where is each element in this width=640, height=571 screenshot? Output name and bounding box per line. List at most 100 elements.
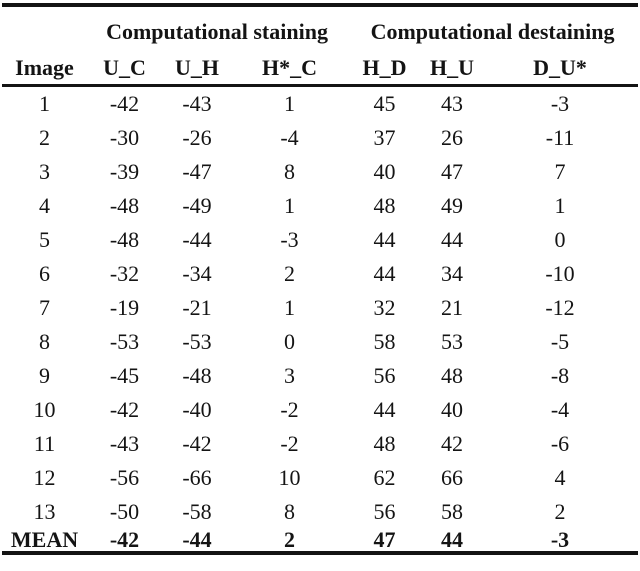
cell: 44 xyxy=(441,227,464,252)
cell: -42 xyxy=(182,431,212,456)
cell: -21 xyxy=(182,295,212,320)
cell: -30 xyxy=(109,125,140,150)
column-header-u-h: U_H xyxy=(162,52,232,87)
cell: -4 xyxy=(550,397,570,422)
cell: -48 xyxy=(109,193,140,218)
cell: -43 xyxy=(109,431,140,456)
cell: 4 xyxy=(554,465,566,490)
cell: -39 xyxy=(109,159,140,184)
row-image-label: 7 xyxy=(39,295,50,320)
table-row: 12 -56 -66 10 62 66 4 xyxy=(2,461,638,495)
table-row: 1 -42 -43 1 45 43 -3 xyxy=(2,86,638,122)
cell: 26 xyxy=(441,125,464,150)
cell: 58 xyxy=(373,329,396,354)
row-image-label: 5 xyxy=(39,227,50,252)
results-table: Computational staining Computational des… xyxy=(2,3,639,555)
cell: 0 xyxy=(554,227,566,252)
cell: 66 xyxy=(441,465,464,490)
row-image-label: 2 xyxy=(39,125,50,150)
cell: -47 xyxy=(182,159,212,184)
cell: -56 xyxy=(109,465,140,490)
cell: 48 xyxy=(373,431,396,456)
row-image-label: 4 xyxy=(39,193,50,218)
mean-cell: 2 xyxy=(284,527,296,552)
cell: 44 xyxy=(373,261,396,286)
table-row: 9 -45 -48 3 56 48 -8 xyxy=(2,359,638,393)
table-row: 4 -48 -49 1 48 49 1 xyxy=(2,189,638,223)
cell: -11 xyxy=(545,125,575,150)
cell: -2 xyxy=(280,397,299,422)
row-image-label: 9 xyxy=(39,363,50,388)
cell: 56 xyxy=(373,499,396,524)
cell: 48 xyxy=(373,193,396,218)
cell: -40 xyxy=(182,397,212,422)
mean-row: MEAN -42 -44 2 47 44 -3 xyxy=(2,529,638,553)
group-header-row: Computational staining Computational des… xyxy=(2,5,638,52)
cell: -3 xyxy=(280,227,299,252)
cell: -2 xyxy=(280,431,299,456)
mean-cell: -42 xyxy=(109,527,140,552)
cell: -19 xyxy=(109,295,140,320)
column-header-row: Image U_C U_H H*_C H_D H_U D_U* xyxy=(2,52,639,87)
cell: 58 xyxy=(441,499,464,524)
cell: 37 xyxy=(373,125,396,150)
cell: 44 xyxy=(373,227,396,252)
cell: 48 xyxy=(441,363,464,388)
group-header-destaining: Computational destaining xyxy=(370,19,615,44)
cell: 7 xyxy=(554,159,566,184)
row-image-label: 13 xyxy=(33,499,56,524)
table-header: Computational staining Computational des… xyxy=(2,5,639,87)
cell: -53 xyxy=(182,329,212,354)
column-header-image: Image xyxy=(2,52,87,87)
cell: 1 xyxy=(284,295,296,320)
cell: 0 xyxy=(284,329,296,354)
mean-cell: -44 xyxy=(182,527,212,552)
group-header-spacer xyxy=(2,5,87,52)
cell: -3 xyxy=(550,91,570,116)
cell: 8 xyxy=(284,159,296,184)
cell: -5 xyxy=(550,329,570,354)
cell: -45 xyxy=(109,363,140,388)
mean-cell: -3 xyxy=(550,527,570,552)
row-image-label: 6 xyxy=(39,261,50,286)
cell: -48 xyxy=(109,227,140,252)
cell: 40 xyxy=(373,159,396,184)
cell: -42 xyxy=(109,397,140,422)
cell: -66 xyxy=(182,465,212,490)
table-row: 13 -50 -58 8 56 58 2 xyxy=(2,495,638,529)
row-image-label: 3 xyxy=(39,159,50,184)
group-header-staining: Computational staining xyxy=(106,19,328,44)
row-image-label: 8 xyxy=(39,329,50,354)
table-row: 6 -32 -34 2 44 34 -10 xyxy=(2,257,638,291)
column-header-u-c: U_C xyxy=(87,52,162,87)
cell: 45 xyxy=(373,91,396,116)
cell: 49 xyxy=(441,193,464,218)
cell: 44 xyxy=(373,397,396,422)
table-footer: MEAN -42 -44 2 47 44 -3 xyxy=(2,529,638,553)
cell: 3 xyxy=(284,363,296,388)
cell: -10 xyxy=(545,261,575,286)
column-header-h-c: H*_C xyxy=(232,52,348,87)
cell: -43 xyxy=(182,91,212,116)
table-row: 7 -19 -21 1 32 21 -12 xyxy=(2,291,638,325)
cell: -34 xyxy=(182,261,212,286)
cell: -44 xyxy=(182,227,212,252)
table-row: 3 -39 -47 8 40 47 7 xyxy=(2,155,638,189)
cell: 62 xyxy=(373,465,396,490)
cell: 42 xyxy=(441,431,464,456)
cell: 47 xyxy=(441,159,464,184)
row-image-label: 11 xyxy=(33,431,56,456)
cell: 34 xyxy=(441,261,464,286)
cell: -32 xyxy=(109,261,140,286)
table-row: 2 -30 -26 -4 37 26 -11 xyxy=(2,121,638,155)
table-body: 1 -42 -43 1 45 43 -3 2 -30 -26 -4 37 26 … xyxy=(2,86,638,530)
table-row: 5 -48 -44 -3 44 44 0 xyxy=(2,223,638,257)
mean-cell: 47 xyxy=(373,527,396,552)
cell: -48 xyxy=(182,363,212,388)
cell: -58 xyxy=(182,499,212,524)
cell: -53 xyxy=(109,329,140,354)
mean-row-label: MEAN xyxy=(10,527,79,552)
cell: 10 xyxy=(278,465,301,490)
cell: 2 xyxy=(284,261,296,286)
cell: -6 xyxy=(550,431,570,456)
